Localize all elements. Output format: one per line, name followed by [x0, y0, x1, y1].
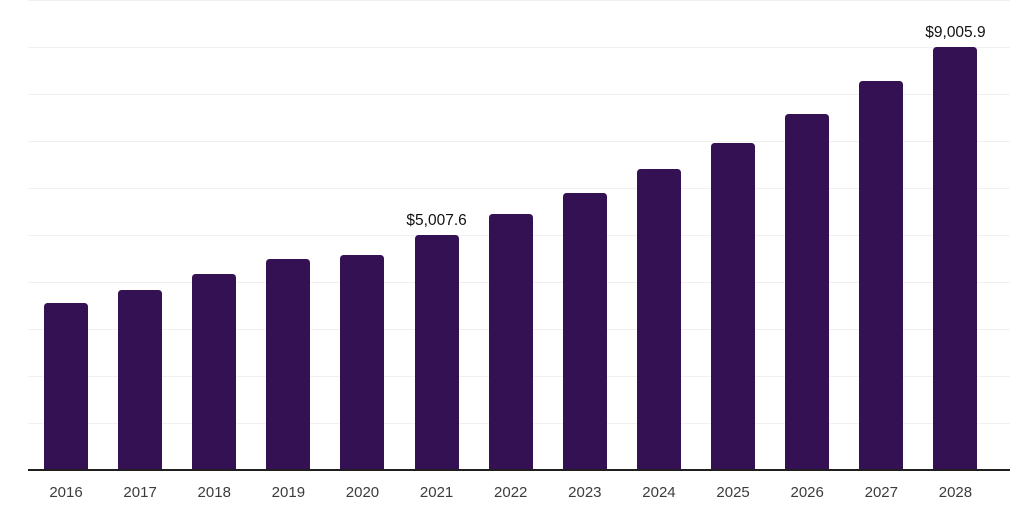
x-tick-label: 2018 [197, 484, 231, 501]
bar-2020 [340, 255, 385, 470]
x-tick-label: 2023 [568, 484, 602, 501]
gridline [28, 93, 1010, 95]
x-tick-label: 2020 [345, 484, 380, 501]
bar-2025 [711, 142, 756, 470]
x-tick-label: 2016 [49, 484, 83, 501]
x-tick-label: 2019 [271, 484, 306, 501]
bar-value-label: $9,005.9 [925, 24, 986, 42]
x-tick-label: 2021 [419, 484, 454, 501]
bar-2022 [488, 214, 533, 470]
x-tick-label: 2024 [642, 484, 676, 501]
x-tick-label: 2026 [790, 484, 824, 501]
x-tick-label: 2022 [494, 484, 528, 501]
bar-2019 [266, 258, 311, 470]
gridline [28, 140, 1010, 142]
x-tick-label: 2027 [864, 484, 898, 501]
x-tick-label: 2025 [716, 484, 750, 501]
bar-2028 [933, 47, 978, 470]
bar-2021 [414, 234, 459, 470]
bar-value-label: $5,007.6 [406, 211, 467, 229]
plot-area: $5,007.6 $9,005.9 [28, 0, 1010, 471]
bar-2024 [636, 168, 681, 470]
bar-2018 [192, 274, 237, 470]
bar-2023 [562, 193, 607, 470]
bar-2016 [44, 303, 88, 470]
gridline [28, 47, 1010, 49]
gridline [28, 0, 1010, 2]
x-axis-line [28, 469, 1010, 471]
gridline [28, 187, 1010, 189]
x-tick-label: 2017 [123, 484, 157, 501]
bar-2017 [118, 289, 163, 470]
bar-2026 [785, 113, 830, 470]
x-tick-label: 2028 [938, 484, 973, 501]
bar-2027 [859, 81, 904, 470]
